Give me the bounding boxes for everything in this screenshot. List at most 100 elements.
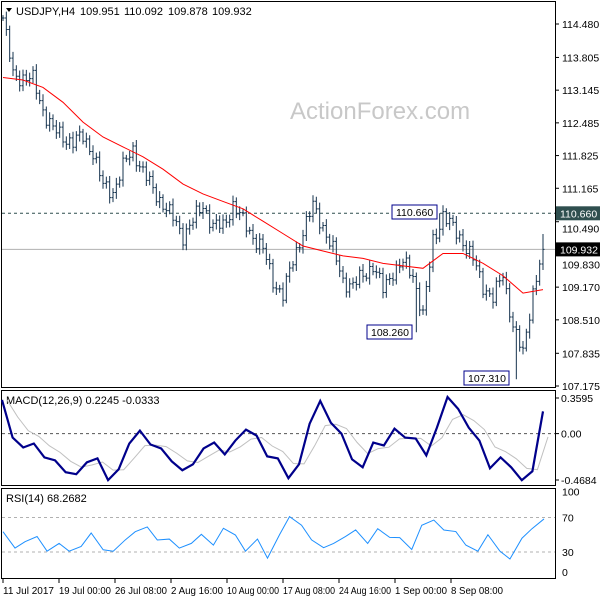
price-bar [301,229,305,254]
price-panel [1,1,556,388]
price-bar [438,213,442,243]
price-bar [468,240,472,259]
price-bar [508,283,512,323]
price-bar [511,311,515,333]
price-bar [431,229,435,273]
price-bar [181,223,185,251]
price-bar [91,145,95,165]
price-bar [101,170,105,189]
price-bar [141,161,145,173]
price-bar [214,213,218,230]
price-bar [34,64,38,100]
price-bar [471,240,475,266]
price-bar [254,234,258,254]
price-bar [384,274,388,298]
price-bar [364,273,368,282]
price-bar [388,273,392,285]
price-bar [528,313,532,339]
price-bar [441,205,445,236]
rsi-line [2,515,545,560]
price-bar [278,284,282,293]
symbol-timeframe: USDJPY,H4 [16,6,75,18]
price-bar [461,228,465,252]
macd-main-line [0,394,545,483]
price-bar [258,233,262,255]
price-bar [121,151,125,187]
price-bar [264,242,268,265]
moving-average-line [2,77,544,294]
annotation-box [366,324,413,340]
price-bar [124,154,128,163]
price-bar [128,150,132,166]
price-bar [341,266,345,284]
price-bars [1,11,545,380]
price-bar [41,94,45,117]
price-bar [324,219,328,244]
price-bar [458,230,462,243]
price-bar [451,214,455,226]
price-bar [234,197,238,219]
time-tick-label: 17 Aug 08:00 [283,586,335,597]
price-bar [421,305,425,315]
price-bar [81,128,85,145]
price-bar [158,191,162,209]
time-tick-label: 1 Sep 00:00 [395,586,447,597]
price-bar [338,254,342,278]
price-bar [391,272,395,286]
price-bar [194,199,198,229]
price-bar [211,219,215,232]
price-bar [354,276,358,291]
macd-panel [1,390,556,486]
time-tick-label: 24 Aug 16:00 [339,586,391,597]
price-tick-label: 109.830 [562,259,600,271]
price-bar [484,284,488,301]
price-bar [184,223,188,251]
price-bar [274,281,278,295]
price-tick-label: 112.485 [562,118,599,130]
price-bar [221,214,225,234]
price-bar [284,273,288,304]
price-bar [351,277,355,289]
price-tick-label: 113.145 [562,85,599,97]
annotation-label: 107.310 [468,373,506,385]
dropdown-triangle-icon[interactable] [6,8,12,12]
price-bar [494,277,498,307]
price-tick-label: 108.510 [562,315,600,327]
resistance-price-tag-label: 110.660 [560,208,597,220]
price-bar [31,66,35,83]
price-bar [58,122,62,138]
price-bar [144,161,148,186]
price-bar [334,237,338,266]
macd-title: MACD(12,26,9) 0.2245 -0.0333 [6,395,159,407]
price-bar [228,214,232,228]
price-bar [198,202,202,217]
price-bar [401,258,405,271]
price-annotations: 110.660 108.260 107.310 [366,204,510,386]
price-bar [518,325,522,352]
ohlc-open: 109.951 [80,6,120,18]
price-bar [118,176,122,188]
price-bar [358,266,362,289]
time-tick-label: 11 Jul 2017 [3,586,54,597]
price-bar [321,221,325,232]
price-bar [344,272,348,298]
time-tick-label: 26 Jul 08:00 [115,586,167,597]
price-bar [314,196,318,214]
price-bar [61,121,65,148]
price-bar [488,287,492,297]
price-bar [514,321,518,380]
annotation-box [391,204,438,220]
price-bar [78,125,82,142]
price-bar [14,65,18,81]
rsi-tick-label: 0 [562,567,568,579]
price-bar [424,280,428,316]
price-tick-label: 114.480 [562,19,599,31]
price-bar [524,328,528,352]
time-tick-label: 2 Aug 16:00 [171,586,223,597]
macd-tick-label: 0.00 [561,429,582,441]
price-bar [168,201,172,215]
price-bar [481,267,485,299]
price-bar [164,202,168,218]
ohlc-close: 109.932 [212,6,252,18]
price-bar [204,205,208,214]
